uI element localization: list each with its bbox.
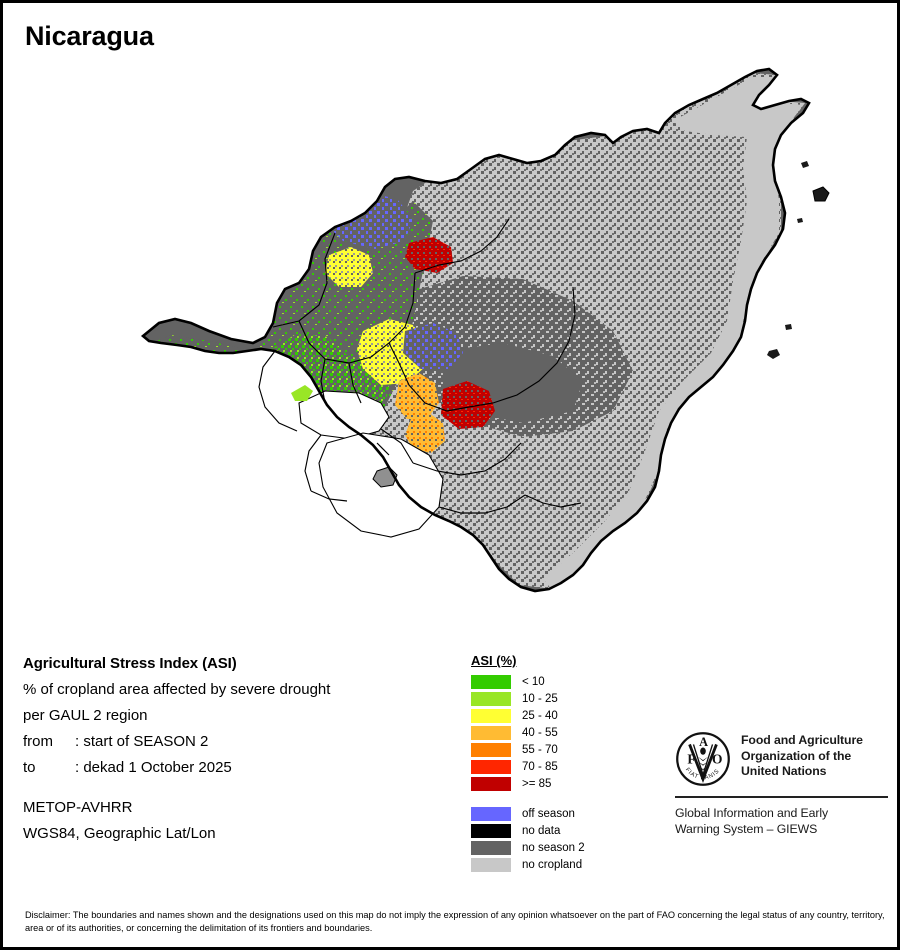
legend-swatch-70-85 xyxy=(471,759,511,774)
fao-org-line-3: United Nations xyxy=(741,764,827,778)
fao-org-line-1: Food and Agriculture xyxy=(741,733,863,747)
legend-swatch-lt10 xyxy=(471,674,511,689)
page-title: Nicaragua xyxy=(25,21,154,51)
legend-swatch-10-25 xyxy=(471,691,511,706)
from-value: : start of SEASON 2 xyxy=(75,733,209,750)
map-info-block: Agricultural Stress Index (ASI) % of cro… xyxy=(23,655,453,851)
giews-line-1: Global Information and Early xyxy=(675,806,829,820)
legend-item: < 10 xyxy=(471,673,661,690)
fao-letter-f: F xyxy=(687,751,695,766)
fao-logo-icon: F A O FIAT PANIS xyxy=(676,732,730,786)
legend-item: off season xyxy=(471,805,661,822)
fao-branding: F A O FIAT PANIS Food and Agriculture Or… xyxy=(675,731,890,837)
giews-line-2: Warning System – GIEWS xyxy=(675,822,818,836)
legend-swatch-no-season-2 xyxy=(471,840,511,855)
info-period-to: to : dekad 1 October 2025 xyxy=(23,759,453,776)
fao-letter-a: A xyxy=(699,735,708,749)
fao-organization-name: Food and Agriculture Organization of the… xyxy=(741,731,863,780)
info-line-2: per GAUL 2 region xyxy=(23,707,148,724)
legend-label-off-season: off season xyxy=(522,807,575,820)
info-sensor: METOP-AVHRR xyxy=(23,799,133,816)
legend-label-70-85: 70 - 85 xyxy=(522,760,558,773)
legend-swatch-ge85 xyxy=(471,776,511,791)
legend-swatch-no-data xyxy=(471,823,511,838)
nicaragua-map-svg xyxy=(113,51,893,631)
legend-item: 55 - 70 xyxy=(471,741,661,758)
legend-item: 25 - 40 xyxy=(471,707,661,724)
offshore-cay-south xyxy=(767,349,780,359)
fao-logo-row: F A O FIAT PANIS Food and Agriculture Or… xyxy=(675,731,890,787)
raster-asi-85plus-nueva-segovia xyxy=(405,237,453,273)
legend-label-40-55: 40 - 55 xyxy=(522,726,558,739)
lake-shore-cropland xyxy=(291,385,313,401)
to-label: to xyxy=(23,759,36,776)
raster-off-season-central xyxy=(403,323,463,369)
raster-coastal-no-cropland xyxy=(543,77,803,591)
legend-swatch-40-55 xyxy=(471,725,511,740)
fao-letter-o: O xyxy=(712,751,722,766)
legend-label-lt10: < 10 xyxy=(522,675,545,688)
disclaimer-text: Disclaimer: The boundaries and names sho… xyxy=(25,910,885,934)
info-period-from: from : start of SEASON 2 xyxy=(23,733,453,750)
legend-item: no cropland xyxy=(471,856,661,873)
legend-item: 70 - 85 xyxy=(471,758,661,775)
legend-item: 40 - 55 xyxy=(471,724,661,741)
asi-map xyxy=(113,51,893,631)
admin1-boundaries xyxy=(258,218,582,514)
offshore-cay-north xyxy=(785,324,792,330)
raster-asi-40-55-boaco xyxy=(395,373,439,419)
legend-item: no season 2 xyxy=(471,839,661,856)
legend-swatch-no-cropland xyxy=(471,857,511,872)
corn-island-little xyxy=(801,161,809,168)
lake-managua xyxy=(298,390,390,440)
asi-legend: ASI (%) < 10 10 - 25 25 - 40 40 - 55 55 … xyxy=(471,653,661,873)
raster-asi-40-55-granada xyxy=(405,413,445,453)
legend-label-no-data: no data xyxy=(522,824,561,837)
raster-asi-85plus-boaco xyxy=(441,381,495,429)
legend-label-55-70: 55 - 70 xyxy=(522,743,558,756)
legend-swatch-25-40 xyxy=(471,708,511,723)
legend-title: ASI (%) xyxy=(471,653,517,668)
from-label: from xyxy=(23,733,53,750)
legend-label-no-cropland: no cropland xyxy=(522,858,583,871)
legend-item: no data xyxy=(471,822,661,839)
legend-swatch-55-70 xyxy=(471,742,511,757)
giews-system-name: Global Information and Early Warning Sys… xyxy=(675,805,890,837)
to-value: : dekad 1 October 2025 xyxy=(75,759,232,776)
legend-item: 10 - 25 xyxy=(471,690,661,707)
legend-label-25-40: 25 - 40 xyxy=(522,709,558,722)
legend-label-no-season-2: no season 2 xyxy=(522,841,585,854)
info-heading: Agricultural Stress Index (ASI) xyxy=(23,655,237,672)
fao-org-line-2: Organization of the xyxy=(741,748,852,763)
nicaragua-national-boundary xyxy=(140,67,811,593)
raster-pacific-fringe xyxy=(143,321,259,351)
info-spacer xyxy=(23,785,453,799)
info-projection: WGS84, Geographic Lat/Lon xyxy=(23,825,216,842)
legend-item: >= 85 xyxy=(471,775,661,792)
legend-label-ge85: >= 85 xyxy=(522,777,552,790)
info-line-1: % of cropland area affected by severe dr… xyxy=(23,681,331,698)
corn-island-great xyxy=(812,186,830,202)
legend-label-10-25: 10 - 25 xyxy=(522,692,558,705)
legend-swatch-off-season xyxy=(471,806,511,821)
offshore-islet xyxy=(797,218,803,223)
fao-divider xyxy=(675,796,888,798)
raster-asi-25-40-jinotega xyxy=(325,247,373,287)
legend-gap xyxy=(471,792,661,805)
